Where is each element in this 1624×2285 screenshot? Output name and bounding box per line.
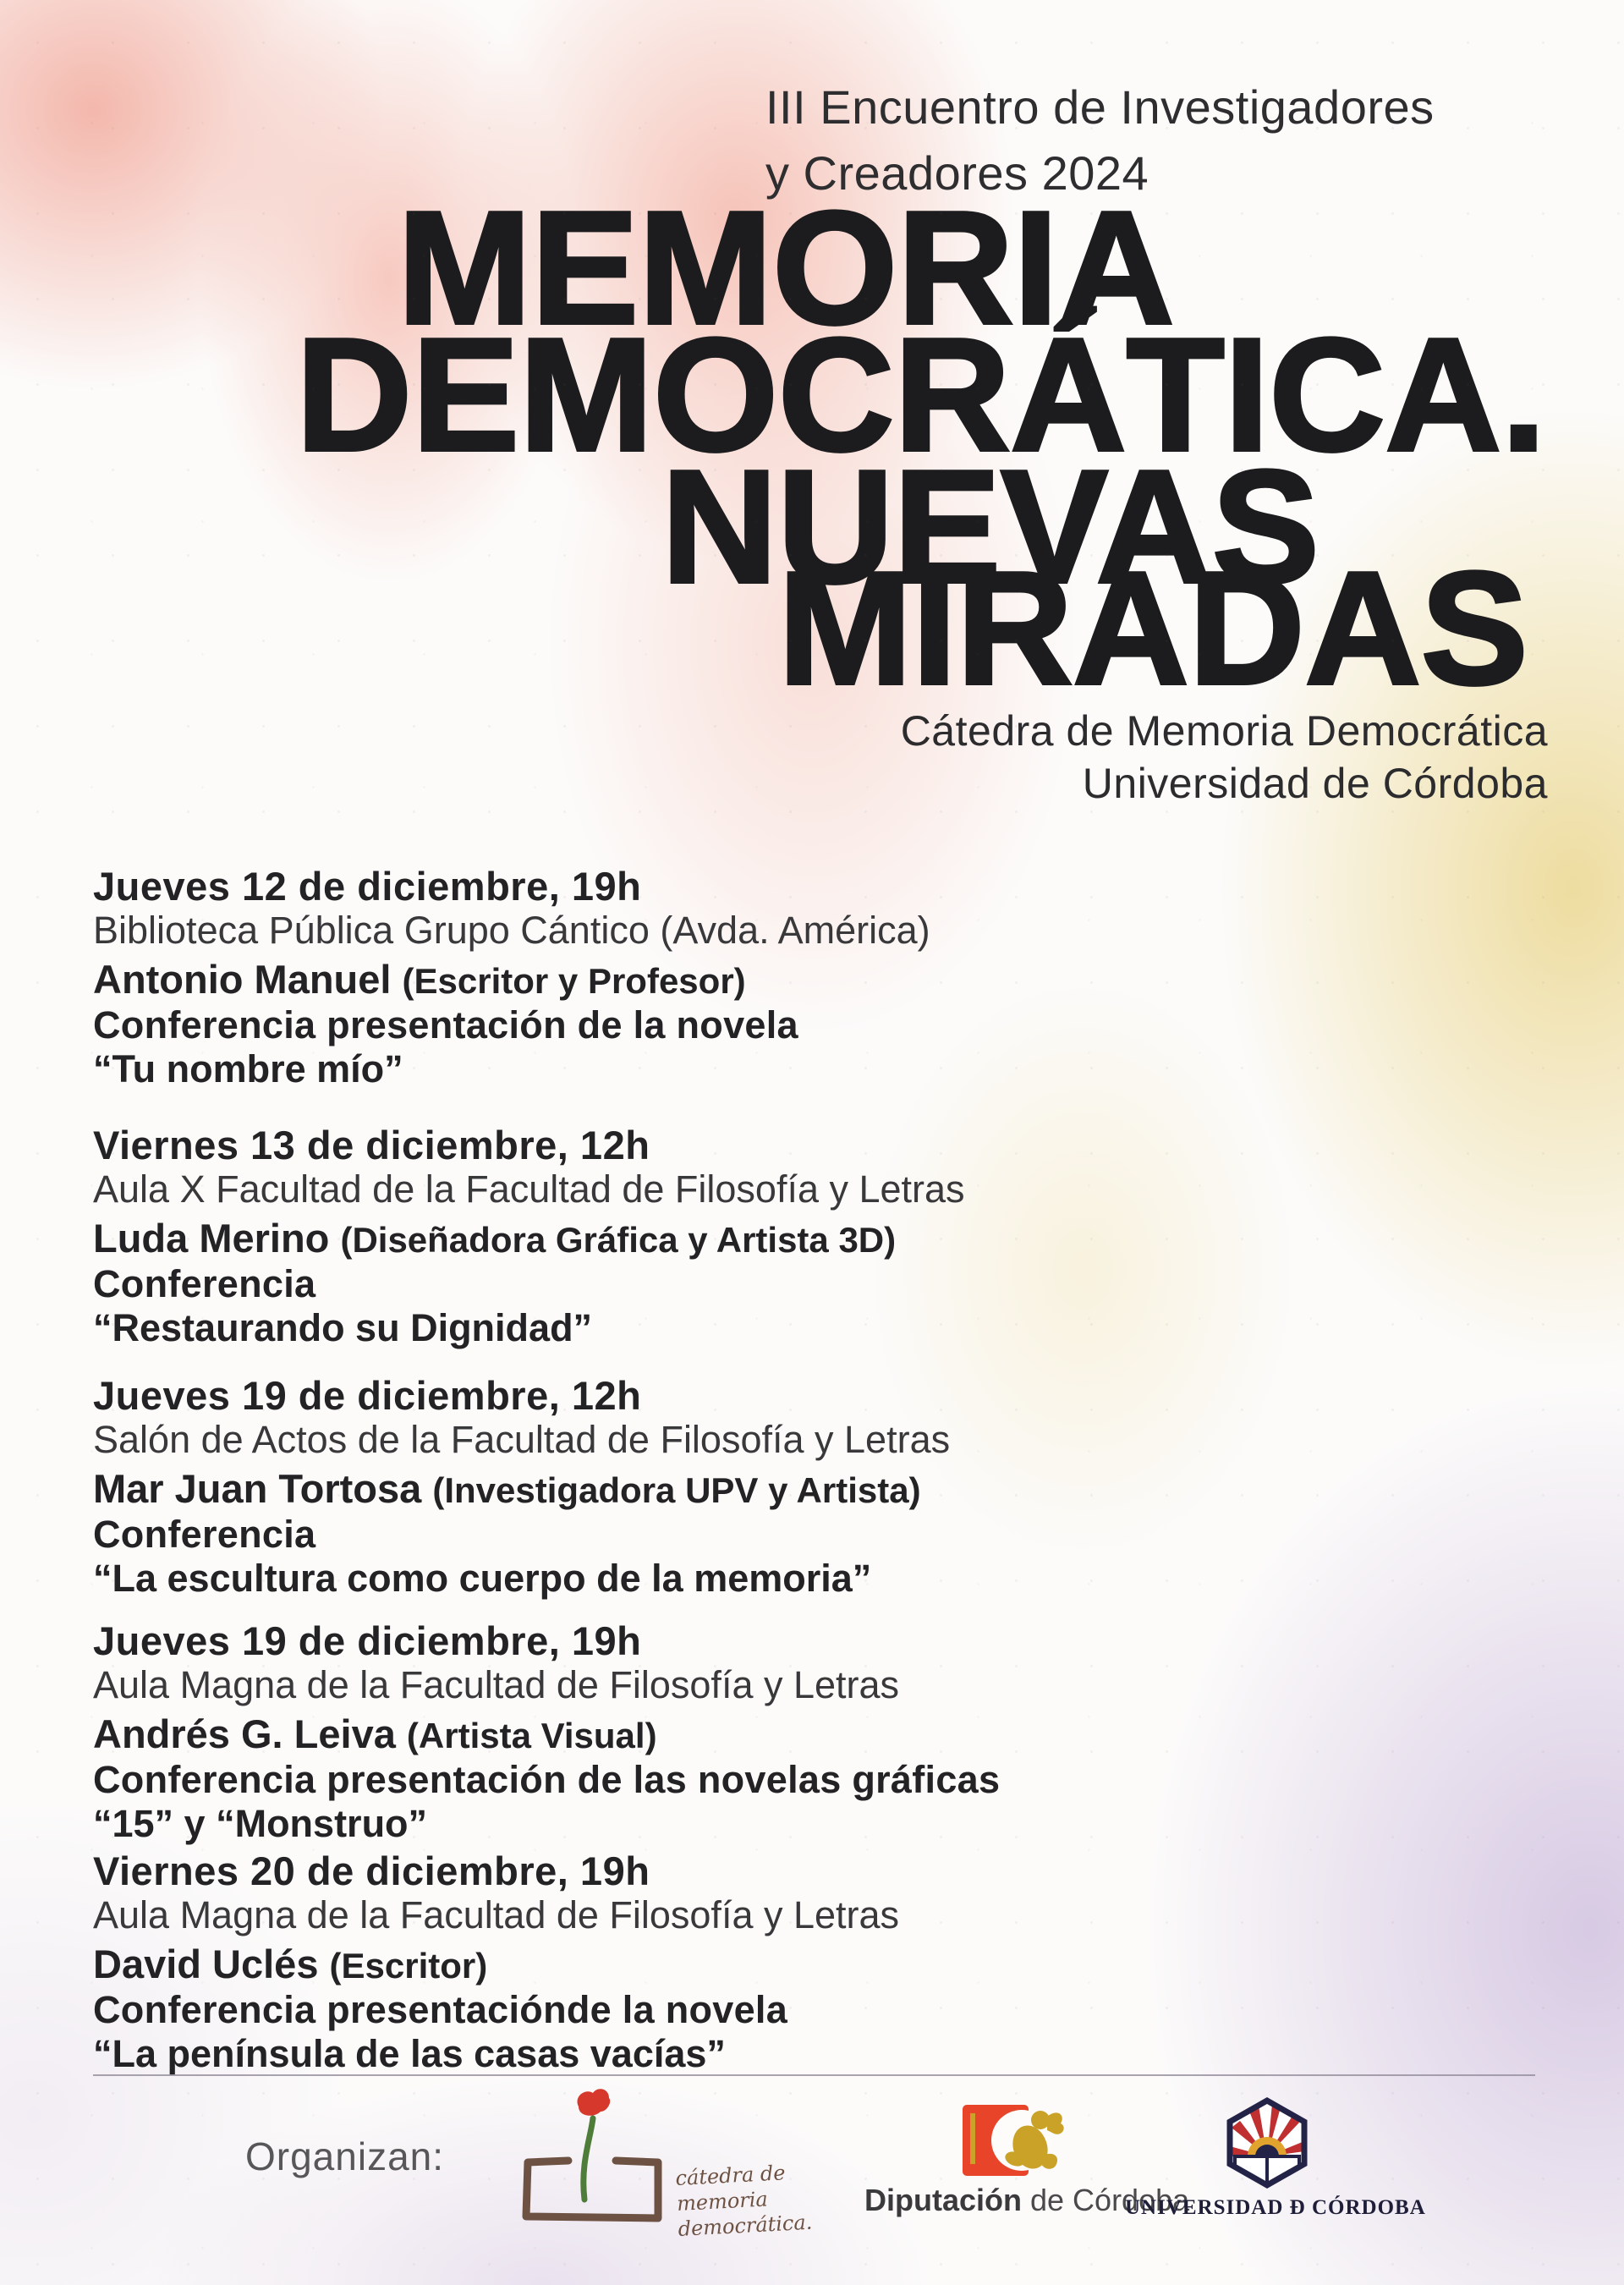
event-date: Jueves 19 de diciembre, 12h [93, 1373, 642, 1418]
title-line-memoria: MEMORIA [396, 179, 1176, 358]
title-line-nuevas: NUEVAS [660, 437, 1321, 617]
organizers-label: Organizan: [245, 2134, 445, 2178]
pretitle-line-1: III Encuentro de Investigadores [765, 80, 1435, 134]
event-block-2: Viernes 13 de diciembre, 12h Aula X Facu… [93, 1123, 1362, 1350]
event-date: Jueves 19 de diciembre, 19h [93, 1618, 642, 1663]
event-speaker-role: (Escritor y Profesor) [402, 961, 746, 1001]
catedra-memoria-democratica-logo-icon [522, 2089, 662, 2222]
event-speaker-role: (Investigadora UPV y Artista) [432, 1470, 921, 1510]
pretitle: III Encuentro de Investigadores y Creado… [765, 74, 1435, 206]
universidad-cordoba-logo-icon [1226, 2096, 1308, 2189]
event-description: Conferencia presentación de las novelas … [93, 1758, 1001, 1801]
event-description: Conferencia presentación de la novela [93, 1003, 798, 1046]
event-description: Conferencia presentaciónde la novela [93, 1988, 788, 2031]
event-speaker: David Uclés (Escritor) [93, 1942, 488, 1986]
catedra-logo-script-text: cátedra de memoria democrática. [674, 2161, 813, 2241]
event-description: Conferencia [93, 1262, 316, 1305]
event-location: Aula X Facultad de la Facultad de Filoso… [93, 1167, 965, 1211]
subtitle-line-2: Universidad de Córdoba [1082, 760, 1548, 807]
event-block-1: Jueves 12 de diciembre, 19h Biblioteca P… [93, 865, 1362, 1091]
subtitle: Cátedra de Memoria Democrática Universid… [901, 705, 1548, 810]
event-work-title: “Tu nombre mío” [93, 1047, 403, 1090]
universidad-cordoba-logo-text: UNIVERSIDAD Ð CÓRDOBA [1125, 2196, 1426, 2219]
event-speaker: Mar Juan Tortosa (Investigadora UPV y Ar… [93, 1466, 921, 1511]
event-block-3: Jueves 19 de diciembre, 12h Salón de Act… [93, 1374, 1362, 1601]
diputacion-logo-text: Diputación de Córdoba [864, 2183, 1190, 2217]
event-work-title: “15” y “Monstruo” [93, 1802, 428, 1845]
event-location: Biblioteca Pública Grupo Cántico (Avda. … [93, 909, 930, 952]
event-work-title: “La península de las casas vacías” [93, 2032, 726, 2075]
event-work-title: “La escultura como cuerpo de la memoria” [93, 1557, 872, 1600]
event-speaker: Andrés G. Leiva (Artista Visual) [93, 1711, 657, 1756]
event-speaker-role: (Diseñadora Gráfica y Artista 3D) [340, 1220, 897, 1260]
event-date: Viernes 20 de diciembre, 19h [93, 1848, 650, 1893]
event-description: Conferencia [93, 1513, 316, 1556]
event-date: Jueves 12 de diciembre, 19h [93, 864, 642, 909]
event-speaker-role: (Artista Visual) [406, 1716, 657, 1755]
subtitle-line-1: Cátedra de Memoria Democrática [900, 707, 1548, 755]
event-work-title: “Restaurando su Dignidad” [93, 1306, 593, 1349]
event-date: Viernes 13 de diciembre, 12h [93, 1123, 650, 1167]
event-block-4: Jueves 19 de diciembre, 19h Aula Magna d… [93, 1619, 1362, 1846]
event-speaker-role: (Escritor) [329, 1946, 488, 1986]
footer-divider [93, 2074, 1535, 2076]
pretitle-line-2: y Creadores 2024 [765, 146, 1149, 200]
title-line-miradas: MIRADAS [776, 539, 1530, 718]
title-line-democratica: DEMOCRÁTICA. [294, 305, 1548, 485]
event-speaker: Antonio Manuel (Escritor y Profesor) [93, 957, 746, 1002]
diputacion-cordoba-logo-icon [963, 2105, 1064, 2176]
event-location: Aula Magna de la Facultad de Filosofía y… [93, 1893, 900, 1936]
event-block-5: Viernes 20 de diciembre, 19h Aula Magna … [93, 1849, 1362, 2076]
event-location: Aula Magna de la Facultad de Filosofía y… [93, 1663, 900, 1706]
event-location: Salón de Actos de la Facultad de Filosof… [93, 1418, 951, 1461]
event-speaker: Luda Merino (Diseñadora Gráfica y Artist… [93, 1216, 897, 1261]
